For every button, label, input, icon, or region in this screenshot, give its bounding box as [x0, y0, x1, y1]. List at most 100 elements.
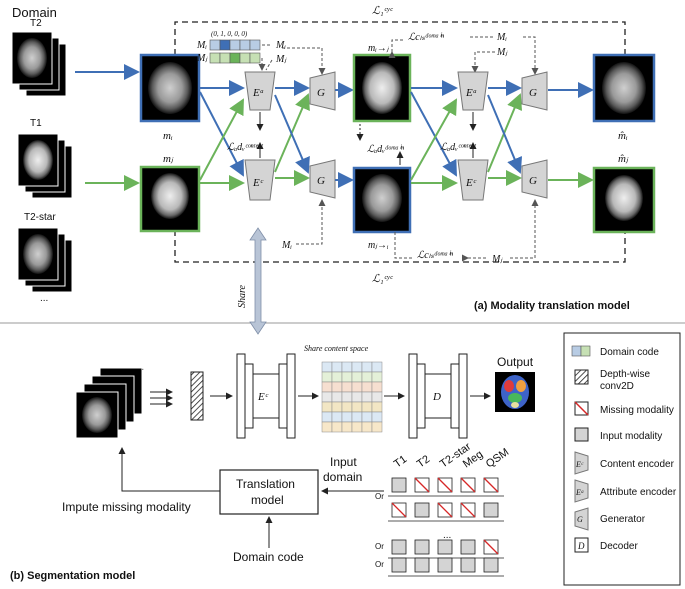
title-modality-translation: (a) Modality translation model [474, 300, 630, 312]
grid-cell [341, 421, 353, 433]
legend-g-symbol: G [577, 515, 583, 524]
domain-stack-t1: T1 [17, 118, 73, 199]
modality-cell-input [437, 539, 453, 555]
grid-cell [331, 421, 343, 433]
code-mj-label: Mⱼ [196, 53, 208, 64]
modality-cell-input [460, 539, 476, 555]
missing-slash [460, 477, 476, 493]
translation-line2: model [251, 493, 284, 507]
mid-mj-code: Mⱼ [496, 47, 508, 58]
label-mj-hat: m̂ⱼ [618, 153, 629, 165]
domain-stack-t2: T2 [11, 18, 67, 97]
grid-cell [351, 371, 363, 383]
loss-cyc-top: ℒ₁ᶜʸᶜ [372, 5, 393, 17]
legend-d-symbol: D [577, 541, 585, 551]
modality-t2: T2 [415, 453, 432, 470]
encoder-ea-1: Eᵃ [244, 71, 276, 111]
legend-missing: Missing modality [574, 401, 674, 416]
output-segmentation [495, 372, 535, 412]
loss-adv-domain: ℒₐdᵥᵈᵒᵐᵃⁱⁿ [367, 144, 405, 155]
legend-label-depth2: conv2D [600, 381, 634, 392]
modality-cell-input [414, 557, 430, 573]
legend-content-encoder: Eᶜ Content encoder [574, 451, 675, 475]
legend-depthwise: Depth-wise conv2D [574, 369, 650, 392]
legend-label-input: Input modality [600, 431, 662, 442]
legend-label-attribute: Attribute encoder [600, 487, 677, 498]
translation-model-box [219, 469, 319, 515]
grid-cell [321, 361, 333, 373]
legend-ec-symbol: Eᶜ [575, 460, 584, 469]
bottom-mi-code: Mᵢ [281, 240, 292, 251]
legend-label-domain-code: Domain code [600, 347, 659, 358]
domain-label-t2: T2 [30, 18, 42, 29]
grid-cell [361, 371, 373, 383]
grid-cell [361, 391, 373, 403]
code-mi-label: Mᵢ [196, 40, 207, 51]
ec1-label: Eᶜ [252, 177, 264, 189]
grid-cell [331, 391, 343, 403]
share-content-grid [321, 361, 383, 433]
legend-input: Input modality [574, 427, 662, 442]
legend-label-generator: Generator [600, 514, 646, 525]
label-mj-to-i: mⱼ→ᵢ [368, 240, 389, 251]
label-mi-to-j: mᵢ→ⱼ [368, 43, 390, 54]
legend-attribute-encoder: Eᵃ Attribute encoder [574, 479, 677, 503]
grid-cell [341, 371, 353, 383]
missing-slash [414, 477, 430, 493]
grid-cell [331, 371, 343, 383]
impute-label: Impute missing modality [62, 500, 191, 514]
domain-label-t2star: T2-star [24, 212, 56, 223]
seg-content-encoder: Eᶜ [236, 353, 296, 439]
label-mj: mⱼ [163, 153, 174, 165]
grid-cell [341, 401, 353, 413]
label-mi: mᵢ [163, 130, 173, 142]
grid-cell [351, 421, 363, 433]
grid-cell [351, 401, 363, 413]
grid-cell [341, 361, 353, 373]
legend-ea-symbol: Eᵃ [575, 488, 584, 497]
domain-code-label: Domain code [233, 550, 304, 564]
generator-1: G [309, 71, 336, 111]
legend-decoder: D Decoder [574, 537, 638, 553]
grid-cell [371, 421, 383, 433]
legend-label-missing: Missing modality [600, 405, 674, 416]
missing-slash [437, 477, 453, 493]
top-mj-right: Mⱼ [275, 54, 287, 65]
grid-cell [331, 401, 343, 413]
grid-cell [371, 401, 383, 413]
grid-cell [341, 381, 353, 393]
grid-cell [371, 411, 383, 423]
output-label: Output [497, 355, 534, 369]
domain-label-t1: T1 [30, 118, 42, 129]
grid-cell [321, 391, 333, 403]
or-label-2: Or [375, 542, 384, 551]
generator-2: G [309, 159, 336, 199]
missing-slash [391, 502, 407, 518]
or-label-3: Or [375, 560, 384, 569]
grid-cell [321, 411, 333, 423]
depthwise-conv-block [190, 371, 204, 421]
modality-cell-input [391, 477, 407, 493]
legend-generator: G Generator [574, 507, 646, 531]
top-mi-right: Mᵢ [275, 40, 286, 51]
grid-cell [351, 361, 363, 373]
seg-d-label: D [432, 391, 441, 403]
title-segmentation: (b) Segmentation model [10, 570, 135, 582]
input-domain-line2: domain [323, 470, 362, 484]
generator-4: G [521, 159, 548, 199]
label-mi-hat: m̂ᵢ [618, 130, 628, 142]
loss-cls-domain-top: ℒcₗₛᵈᵒᵐᵃⁱⁿ [408, 32, 445, 43]
grid-cell [351, 411, 363, 423]
loss-cls-domain-bottom: ℒcₗₛᵈᵒᵐᵃⁱⁿ [417, 250, 454, 261]
grid-cell [361, 421, 373, 433]
grid-cell [361, 361, 373, 373]
encoder-ec-2: Eᶜ [457, 159, 489, 201]
domain-stack-t2star: T2-star ... [17, 212, 73, 304]
translation-line1: Translation [236, 477, 295, 491]
grid-cell [321, 421, 333, 433]
modality-cell-input [483, 502, 499, 518]
missing-slash [483, 539, 499, 555]
modality-cell-input [391, 539, 407, 555]
modality-t1: T1 [392, 453, 409, 470]
image-mj: mⱼ [139, 153, 201, 233]
